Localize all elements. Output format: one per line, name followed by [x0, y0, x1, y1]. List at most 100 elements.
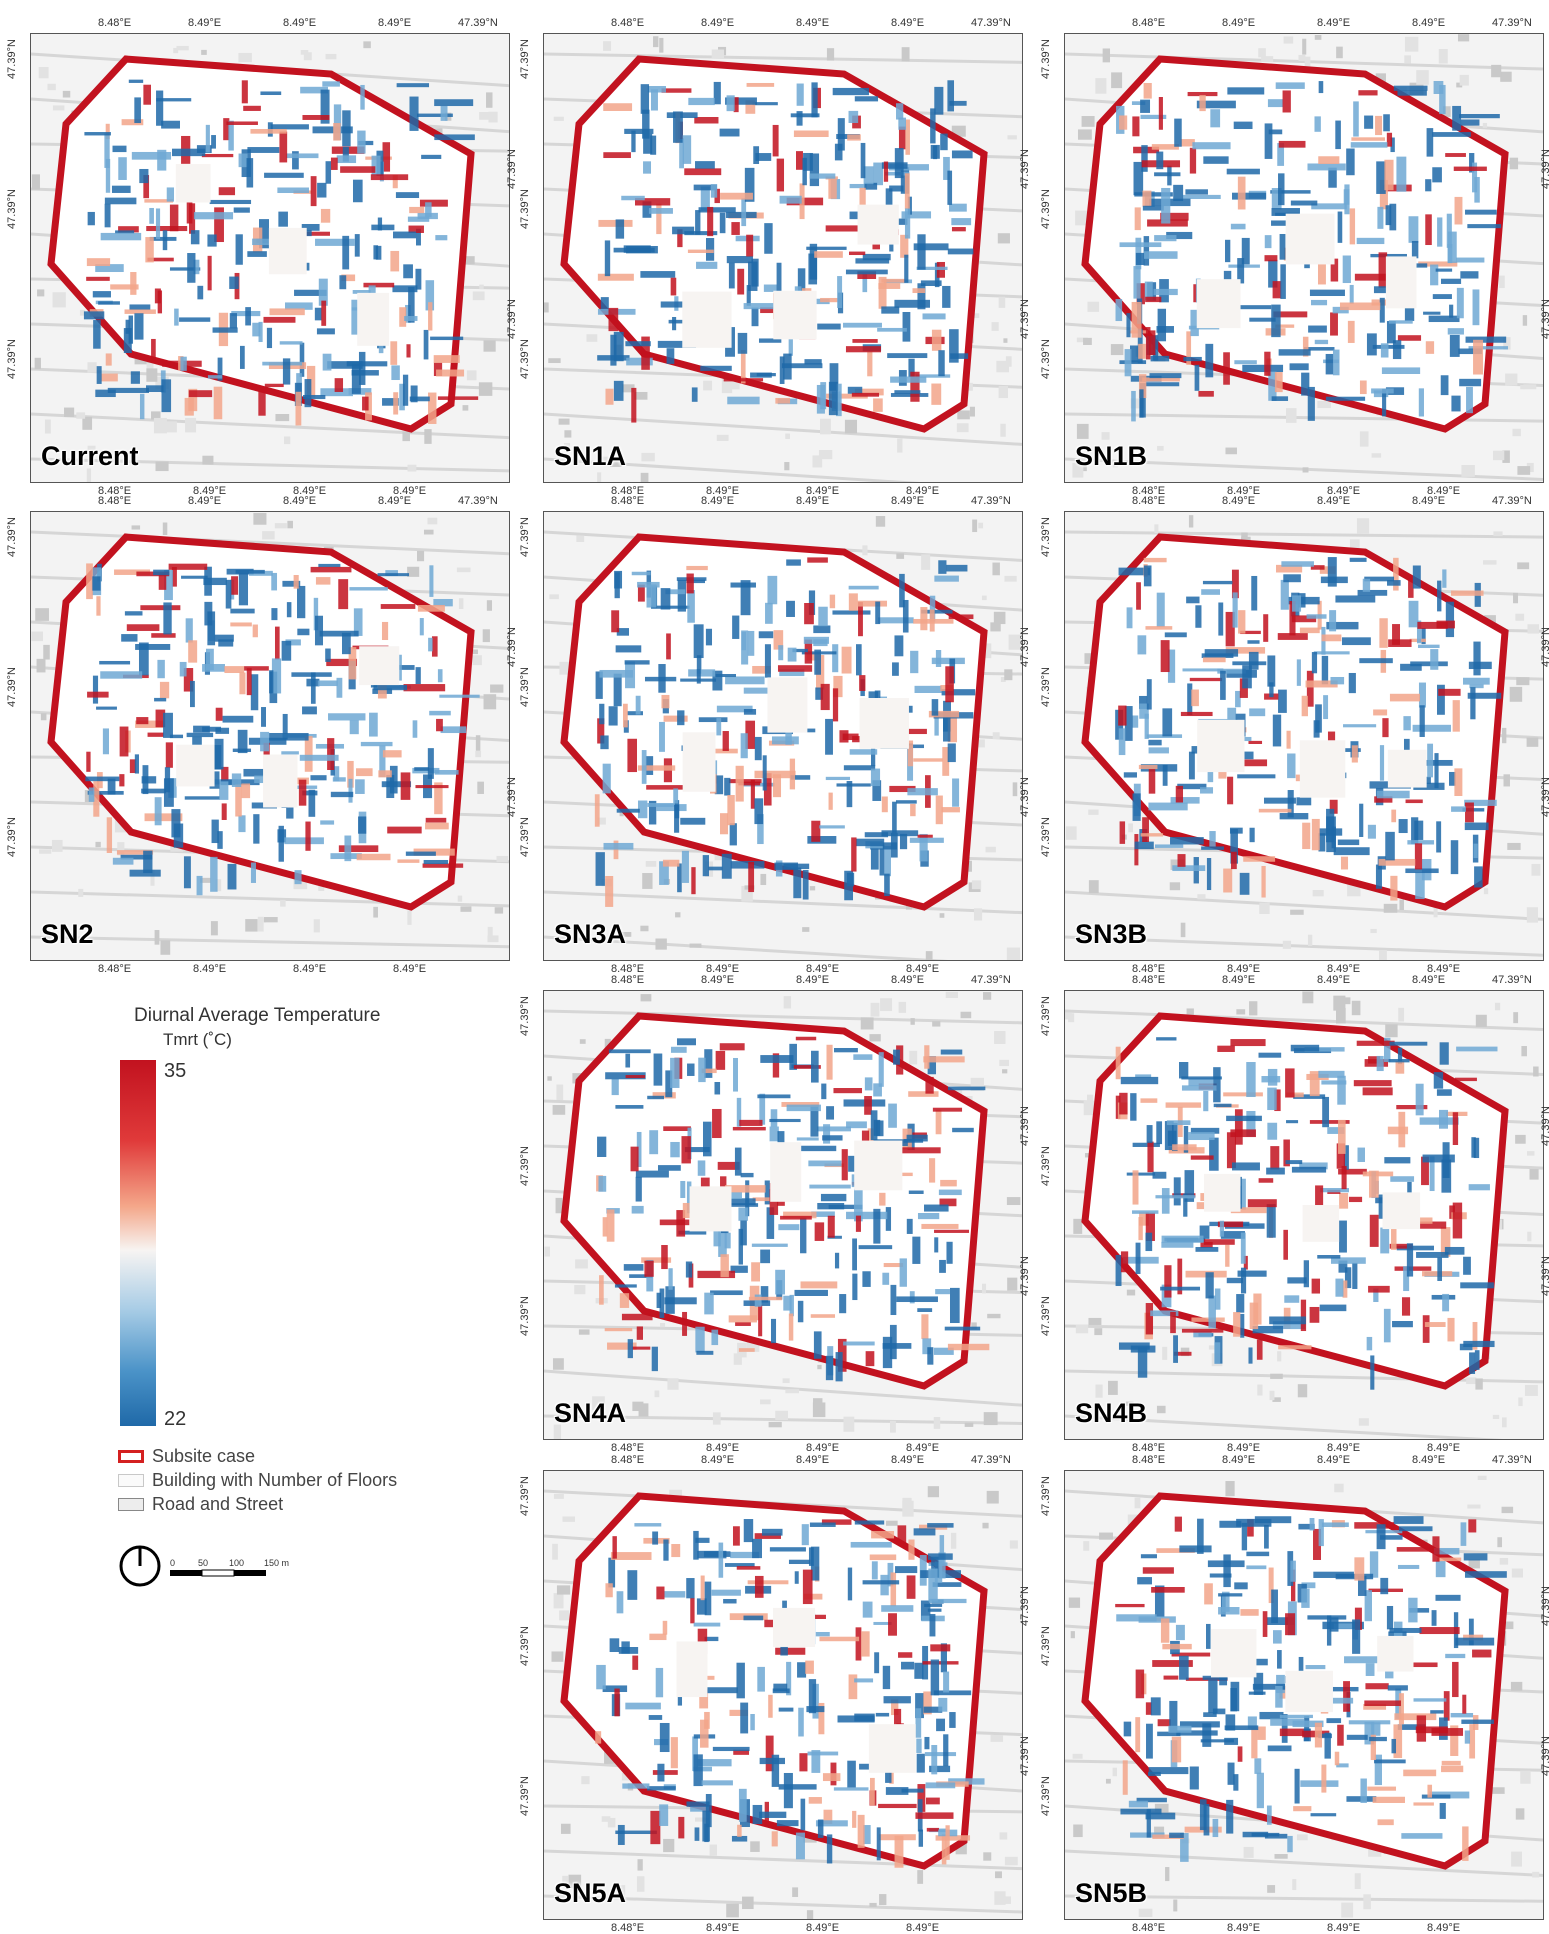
left-tick-label: 47.39°N — [518, 1776, 531, 1816]
right-tick-label: 47.39°N — [505, 299, 518, 339]
panel-label: SN4B — [1075, 1398, 1148, 1428]
tmrt-field — [1115, 1037, 1498, 1390]
bottom-tick-label: 8.49°E — [1227, 1922, 1261, 1934]
panel-label: SN3A — [554, 919, 627, 949]
bottom-tick-label: 8.49°E — [706, 1442, 740, 1454]
bottom-tick-label: 8.49°E — [293, 485, 327, 497]
panel-label: SN1A — [554, 441, 627, 471]
map-canvas — [1065, 515, 1543, 960]
tmrt-field — [594, 557, 976, 907]
panel-label: SN3B — [1075, 919, 1148, 949]
top-tick-label: 47.39°N — [971, 495, 1011, 507]
map-panel: SN4A — [543, 990, 1023, 1440]
bottom-tick-label: 8.49°E — [1227, 485, 1261, 497]
building-swatch — [118, 1474, 144, 1487]
right-tick-label: 47.39°N — [505, 627, 518, 667]
map-canvas — [544, 516, 1022, 960]
right-tick-label: 47.39°N — [1018, 1736, 1031, 1776]
left-tick-label: 47.39°N — [1039, 189, 1052, 229]
top-tick-label: 8.49°E — [891, 17, 925, 29]
subsite-swatch — [118, 1450, 144, 1463]
map-canvas — [1065, 1475, 1543, 1918]
top-tick-label: 8.49°E — [1317, 17, 1351, 29]
top-tick-label: 8.49°E — [1412, 1454, 1446, 1466]
top-tick-label: 8.49°E — [1317, 974, 1351, 986]
right-tick-label: 47.39°N — [1018, 627, 1031, 667]
top-tick-label: 47.39°N — [971, 1454, 1011, 1466]
map-canvas — [544, 1486, 1022, 1919]
top-tick-label: 8.49°E — [891, 495, 925, 507]
map-canvas — [31, 512, 509, 955]
left-tick-label: 47.39°N — [5, 189, 18, 229]
legend-unit: Tmrt (˚C) — [163, 1030, 232, 1049]
top-tick-label: 8.48°E — [1132, 1454, 1166, 1466]
top-tick-label: 8.48°E — [611, 17, 645, 29]
left-tick-label: 47.39°N — [1039, 1776, 1052, 1816]
left-tick-label: 47.39°N — [518, 339, 531, 379]
north-arrow-icon — [119, 1545, 161, 1587]
bottom-tick-label: 8.48°E — [1132, 1922, 1166, 1934]
top-tick-label: 8.49°E — [796, 1454, 830, 1466]
map-canvas — [544, 991, 1022, 1439]
top-tick-label: 47.39°N — [1492, 495, 1532, 507]
bottom-tick-label: 8.49°E — [393, 485, 427, 497]
map-panel: SN5B — [1064, 1470, 1544, 1920]
right-tick-label: 47.39°N — [1018, 1586, 1031, 1626]
left-tick-label: 47.39°N — [518, 1626, 531, 1666]
map-panel: SN5A — [543, 1470, 1023, 1920]
bottom-tick-label: 8.48°E — [1132, 1442, 1166, 1454]
top-tick-label: 8.49°E — [1412, 495, 1446, 507]
left-tick-label: 47.39°N — [518, 996, 531, 1036]
scale-tick: 100 — [229, 1558, 244, 1568]
panel-label: SN5A — [554, 1878, 627, 1908]
bottom-tick-label: 8.49°E — [906, 1922, 940, 1934]
legend-item-label: Road and Street — [152, 1494, 284, 1514]
left-tick-label: 47.39°N — [5, 517, 18, 557]
top-tick-label: 8.48°E — [611, 1454, 645, 1466]
bottom-tick-label: 8.48°E — [1132, 485, 1166, 497]
right-tick-label: 47.39°N — [1539, 1256, 1549, 1296]
bottom-tick-label: 8.48°E — [611, 1442, 645, 1454]
left-tick-label: 47.39°N — [1039, 817, 1052, 857]
left-tick-label: 47.39°N — [1039, 667, 1052, 707]
panel-label: SN2 — [41, 919, 94, 949]
colorbar-min-label: 22 — [164, 1408, 187, 1430]
left-tick-label: 47.39°N — [518, 517, 531, 557]
subsite-boundary — [47, 533, 475, 911]
left-tick-label: 47.39°N — [518, 1146, 531, 1186]
top-tick-label: 8.49°E — [891, 1454, 925, 1466]
right-tick-label: 47.39°N — [505, 149, 518, 189]
top-tick-label: 8.49°E — [701, 1454, 735, 1466]
bottom-tick-label: 8.48°E — [98, 963, 132, 975]
top-tick-label: 8.49°E — [378, 495, 412, 507]
right-tick-label: 47.39°N — [1539, 1586, 1549, 1626]
right-tick-label: 47.39°N — [1018, 777, 1031, 817]
right-tick-label: 47.39°N — [1539, 149, 1549, 189]
map-panel: Current — [30, 33, 510, 483]
scale-tick: 0 — [170, 1558, 175, 1568]
right-tick-label: 47.39°N — [1539, 1106, 1549, 1146]
bottom-tick-label: 8.49°E — [906, 963, 940, 975]
top-tick-label: 8.49°E — [1317, 495, 1351, 507]
top-tick-label: 8.48°E — [611, 495, 645, 507]
left-tick-label: 47.39°N — [5, 817, 18, 857]
bottom-tick-label: 8.49°E — [1427, 1442, 1461, 1454]
bottom-tick-label: 8.49°E — [1327, 1922, 1361, 1934]
bottom-tick-label: 8.49°E — [906, 485, 940, 497]
tmrt-field — [595, 1519, 985, 1868]
scale-tick: 50 — [198, 1558, 208, 1568]
right-tick-label: 47.39°N — [1539, 1736, 1549, 1776]
bottom-tick-label: 8.49°E — [1427, 1922, 1461, 1934]
top-tick-label: 8.49°E — [796, 495, 830, 507]
top-tick-label: 8.49°E — [1412, 17, 1446, 29]
bottom-tick-label: 8.49°E — [1327, 963, 1361, 975]
tmrt-field — [83, 79, 479, 426]
panel-label: Current — [41, 441, 139, 471]
map-canvas — [31, 41, 509, 482]
road-swatch — [118, 1498, 144, 1511]
bottom-tick-label: 8.48°E — [611, 1922, 645, 1934]
map-panel: SN1A — [543, 33, 1023, 483]
bottom-tick-label: 8.49°E — [806, 1442, 840, 1454]
bottom-tick-label: 8.49°E — [706, 963, 740, 975]
colorbar-max-label: 35 — [164, 1060, 187, 1082]
